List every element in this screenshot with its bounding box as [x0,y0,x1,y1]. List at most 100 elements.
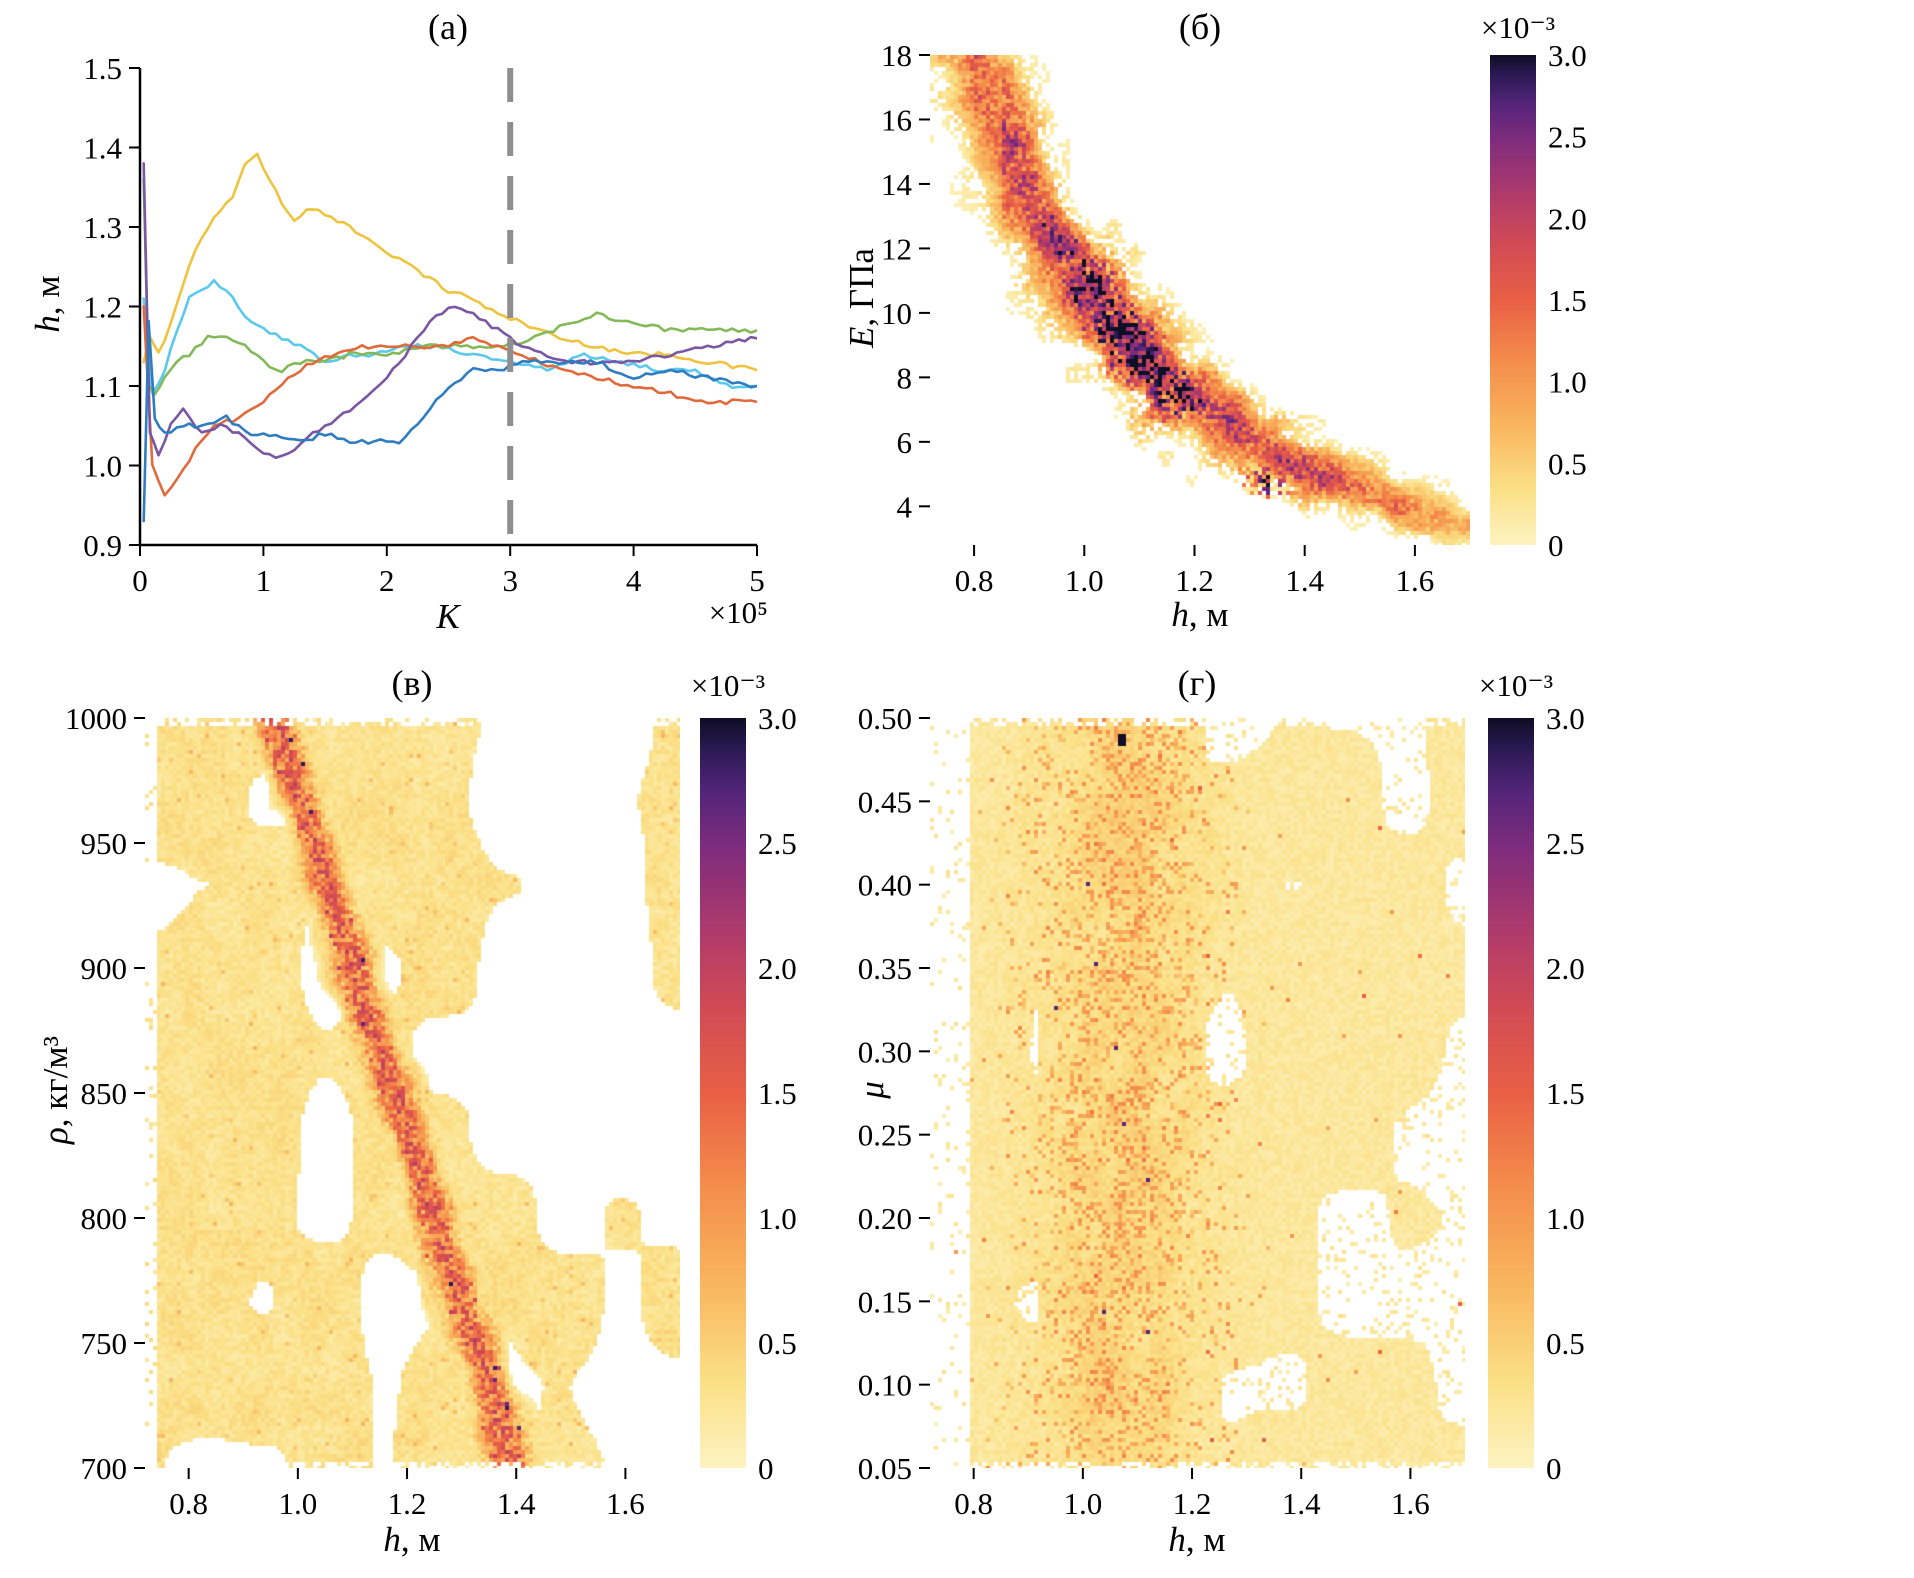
svg-text:1.0: 1.0 [1546,1201,1585,1236]
colorbar-panel-g [1488,718,1534,1468]
svg-text:0.25: 0.25 [858,1118,912,1153]
svg-text:10: 10 [881,296,912,331]
panel-b-colorbar-ticks: 0 0.5 1.0 1.5 2.0 2.5 3.0 [1548,38,1587,563]
svg-text:0.8: 0.8 [954,1486,993,1521]
svg-text:2.5: 2.5 [758,826,797,861]
svg-text:1000: 1000 [65,701,127,736]
xlabel-var: h [383,1520,401,1559]
svg-text:2: 2 [379,563,395,598]
svg-text:2.5: 2.5 [1546,826,1585,861]
panel-b-title: (б) [1178,7,1222,47]
panel-v-title: (в) [391,663,433,703]
svg-text:6: 6 [897,425,913,460]
svg-text:1.0: 1.0 [1063,1486,1102,1521]
svg-text:0.15: 0.15 [858,1284,912,1319]
svg-text:1.0: 1.0 [278,1486,317,1521]
ylabel-unit: , кг/м³ [36,1035,75,1128]
heatmap-mu-vs-h [930,718,1465,1468]
svg-text:18: 18 [881,38,912,73]
svg-text:0.9: 0.9 [83,528,122,563]
panel-a-xlabel: K [298,597,598,637]
svg-text:2.0: 2.0 [1546,951,1585,986]
panel-b-xlabel: h, м [1050,595,1350,635]
svg-text:850: 850 [81,1076,128,1111]
svg-text:1.3: 1.3 [83,210,122,245]
svg-text:800: 800 [81,1201,128,1236]
panel-v-xlabel: h, м [262,1520,562,1560]
svg-text:1.5: 1.5 [1546,1076,1585,1111]
ylabel-unit: , м [28,275,67,316]
svg-text:0.8: 0.8 [955,563,994,598]
svg-text:1.2: 1.2 [83,290,122,325]
svg-text:1.5: 1.5 [83,51,122,86]
svg-text:1.6: 1.6 [606,1486,645,1521]
svg-text:5: 5 [749,563,765,598]
svg-text:0.8: 0.8 [169,1486,208,1521]
svg-text:1.0: 1.0 [83,449,122,484]
svg-text:3: 3 [502,563,518,598]
panel-g-axes: 0.8 1.0 1.2 1.4 1.6 0.05 0.10 0.15 0.20 0.25 0.30 0… [858,701,1430,1521]
ylabel-var: ρ [36,1127,75,1145]
svg-text:0.5: 0.5 [758,1326,797,1361]
panel-b-axes: 0.8 1.0 1.2 1.4 1.6 4 6 8 10 12 14 16 18 [881,38,1434,598]
svg-text:0.50: 0.50 [858,701,912,736]
svg-text:16: 16 [881,102,912,137]
panel-v-ylabel: ρ, кг/м³ [36,910,76,1270]
svg-text:0.20: 0.20 [858,1201,912,1236]
svg-text:1.0: 1.0 [1548,365,1587,400]
panel-a-title: (а) [428,7,468,47]
panel-g-xlabel: h, м [1047,1520,1347,1560]
svg-text:1.0: 1.0 [758,1201,797,1236]
svg-text:1: 1 [256,563,272,598]
heatmap-rho-vs-h [145,718,680,1468]
svg-text:1.2: 1.2 [388,1486,427,1521]
svg-text:0.40: 0.40 [858,868,912,903]
xlabel-unit: , м [1185,1520,1226,1559]
svg-text:1.1: 1.1 [83,369,122,404]
panel-g-colorbar-ticks: 0 0.5 1.0 1.5 2.0 2.5 3.0 [1546,701,1585,1486]
colorbar-b-scale: ×10⁻³ [1480,10,1556,45]
ylabel-var: E [842,326,881,348]
svg-text:1.5: 1.5 [758,1076,797,1111]
heatmap-E-vs-h [930,55,1470,545]
svg-text:1.6: 1.6 [1396,563,1435,598]
colorbar-panel-b [1490,55,1536,545]
svg-text:1.4: 1.4 [1285,563,1324,598]
xlabel-unit: , м [1188,595,1229,634]
svg-text:8: 8 [897,360,913,395]
xlabel-var: h [1171,595,1189,634]
panel-b-ylabel: E, ГПа [842,118,882,478]
ylabel-var: μ [852,1081,891,1099]
panel-a-ylabel: h, м [28,124,68,484]
svg-text:1.2: 1.2 [1175,563,1214,598]
panel-a-axes: 0 1 2 3 4 5 0.9 1.0 1.1 1.2 1.3 1.4 1.5 [83,51,765,598]
svg-text:0.30: 0.30 [858,1034,912,1069]
svg-text:1.5: 1.5 [1548,283,1587,318]
svg-text:4: 4 [897,489,913,524]
svg-text:2.0: 2.0 [758,951,797,986]
svg-text:1.2: 1.2 [1173,1486,1212,1521]
colorbar-panel-v [700,718,746,1468]
panel-a-x-scale: ×10⁵ [708,595,768,630]
svg-text:0.05: 0.05 [858,1451,912,1486]
xlabel-var: h [1168,1520,1186,1559]
svg-text:1.6: 1.6 [1391,1486,1430,1521]
svg-text:2.5: 2.5 [1548,120,1587,155]
svg-text:2.0: 2.0 [1548,201,1587,236]
colorbar-v-scale: ×10⁻³ [690,668,766,703]
colorbar-g-scale: ×10⁻³ [1478,668,1554,703]
svg-text:700: 700 [81,1451,128,1486]
svg-text:3.0: 3.0 [1546,701,1585,736]
svg-text:14: 14 [881,167,913,202]
svg-text:0: 0 [132,563,148,598]
svg-text:0.35: 0.35 [858,951,912,986]
panel-a-series [142,152,757,523]
xlabel-var: K [436,597,460,636]
panel-v-colorbar-ticks: 0 0.5 1.0 1.5 2.0 2.5 3.0 [758,701,797,1486]
svg-text:4: 4 [626,563,642,598]
svg-text:0: 0 [1546,1451,1562,1486]
svg-text:12: 12 [881,231,912,266]
svg-text:3.0: 3.0 [758,701,797,736]
svg-text:1.4: 1.4 [83,131,122,166]
